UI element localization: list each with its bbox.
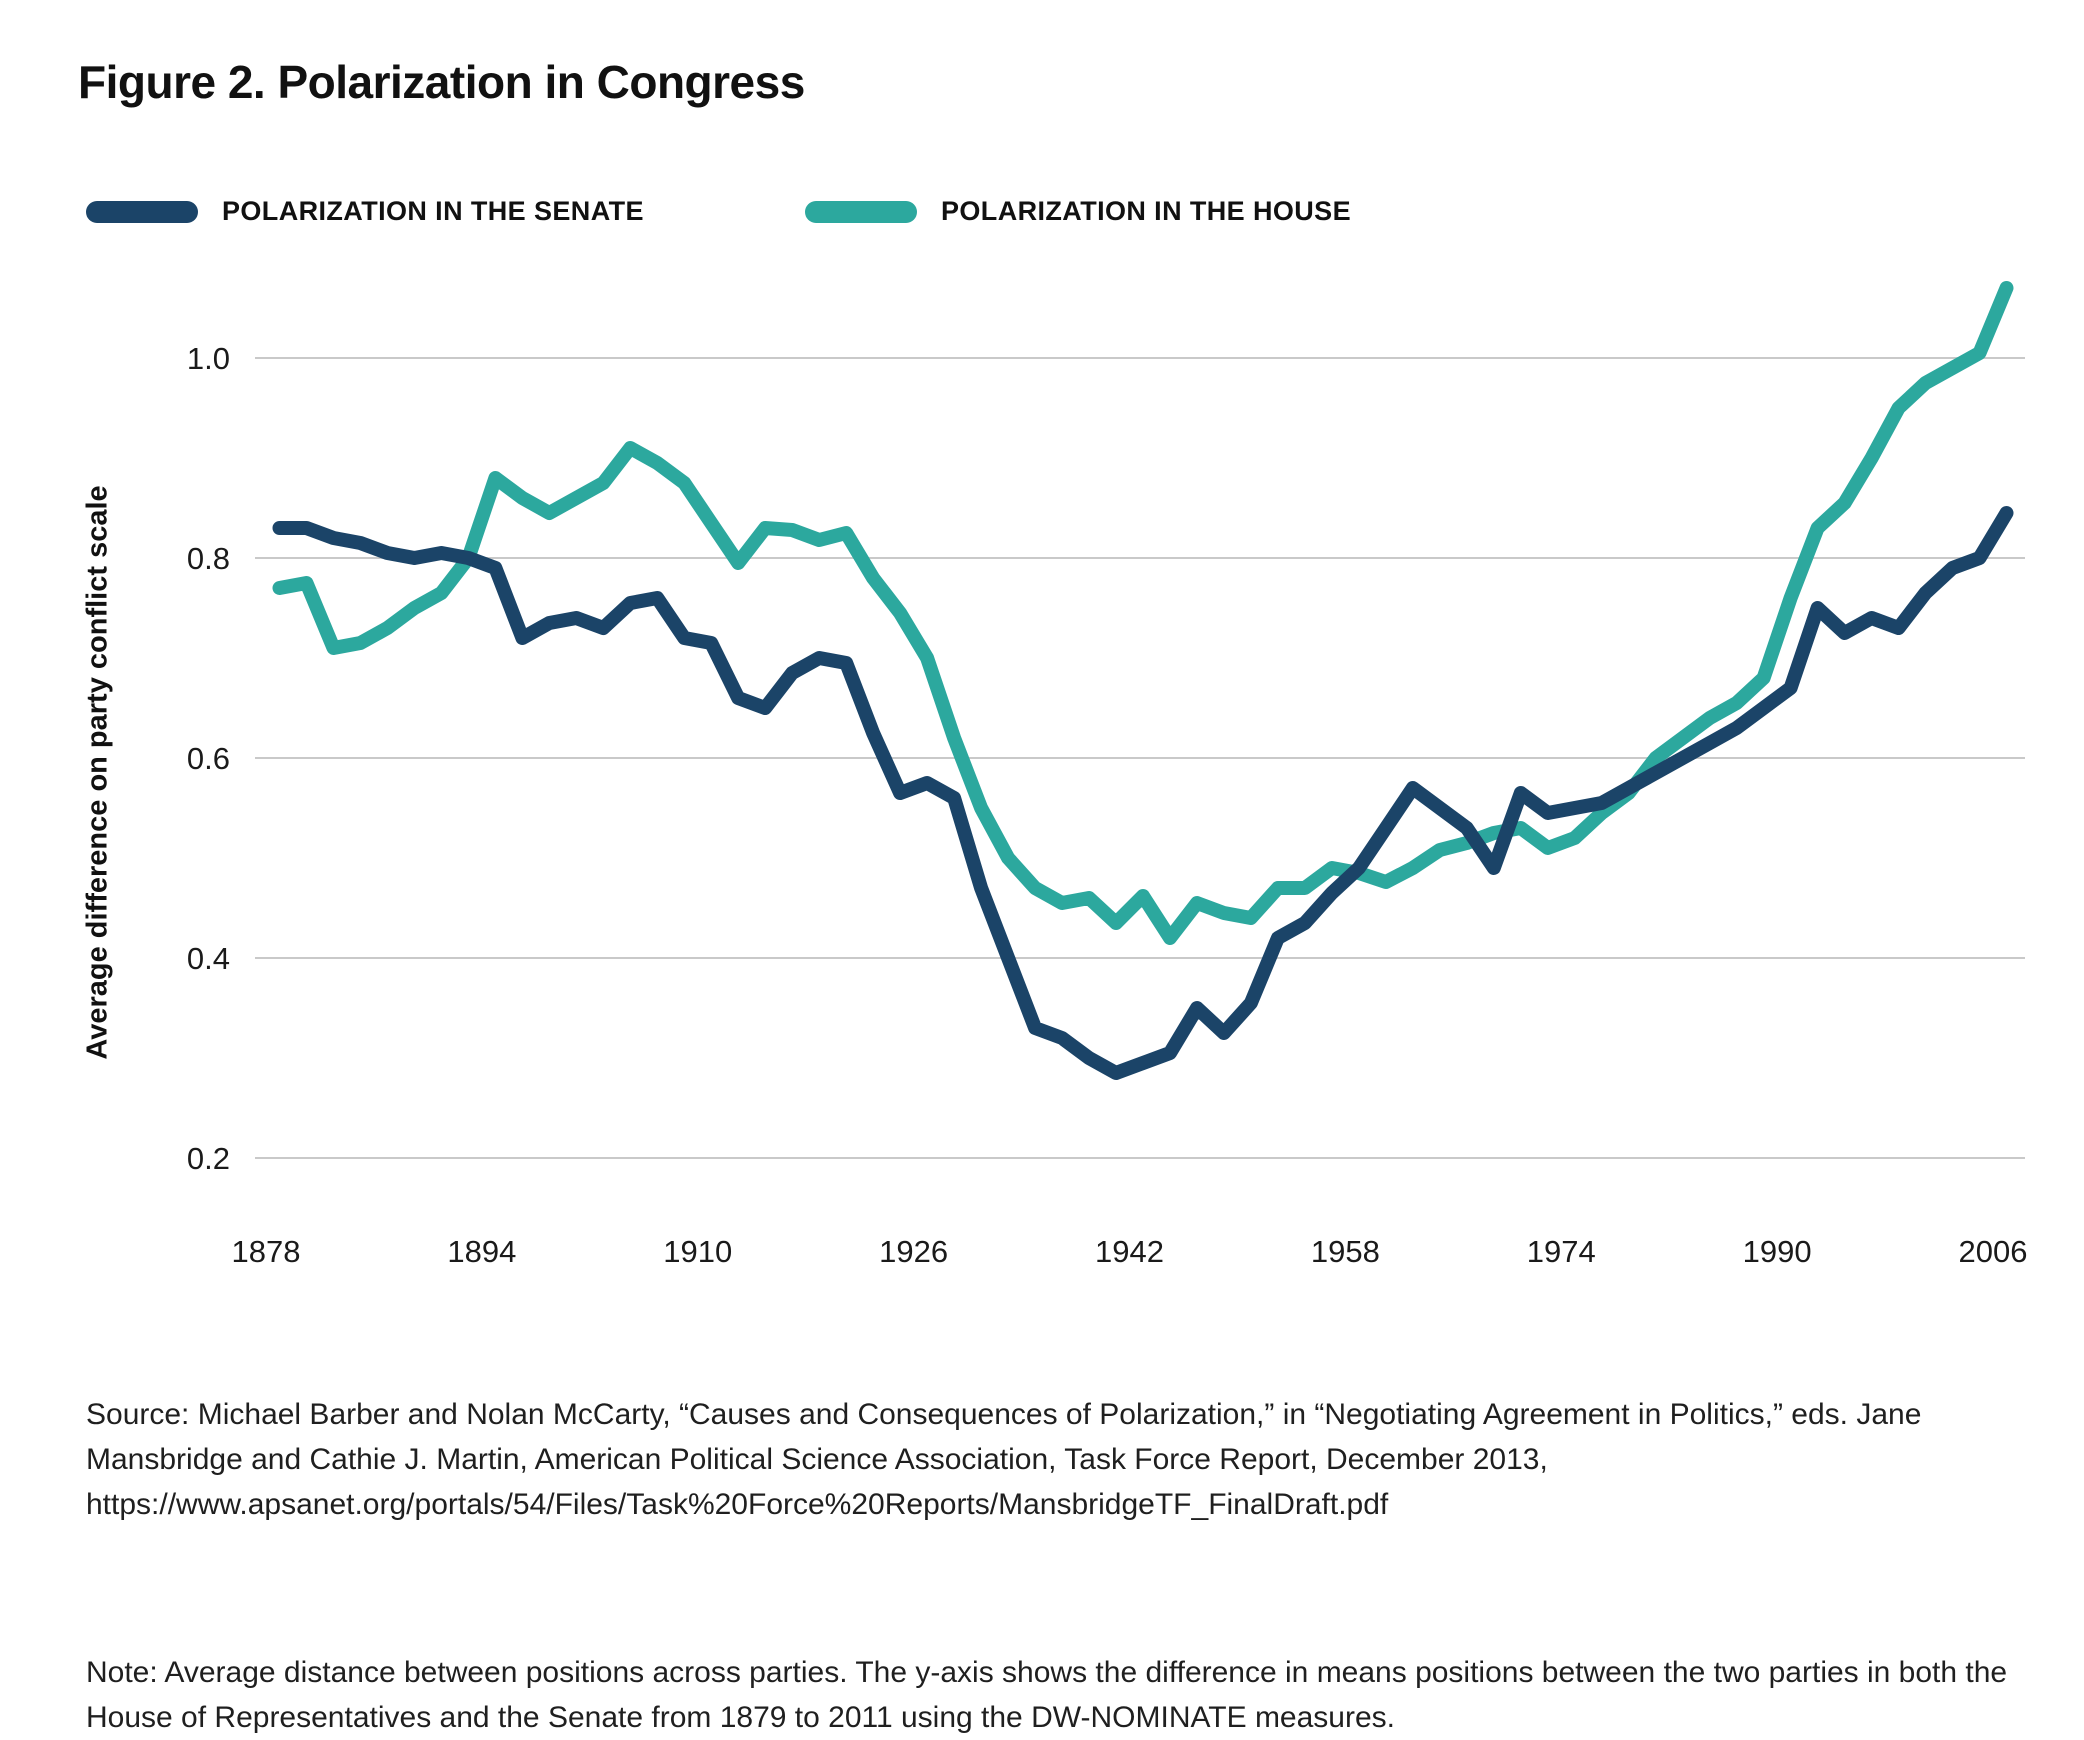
x-tick-label: 1990 bbox=[1743, 1234, 1812, 1269]
y-tick-label: 0.8 bbox=[187, 541, 230, 576]
gridlines bbox=[255, 357, 2025, 1159]
polarization-line-chart: 1.0 0.8 0.6 0.4 0.2 1878 1894 1910 1926 1942 1958… bbox=[187, 281, 2028, 1269]
x-tick-label: 1894 bbox=[447, 1234, 516, 1269]
x-axis-tick-labels: 1878 1894 1910 1926 1942 1958 1974 1990 2006 bbox=[232, 1234, 2028, 1269]
x-tick-label: 1926 bbox=[879, 1234, 948, 1269]
house-line-swatch-icon bbox=[805, 200, 917, 223]
y-tick-label: 0.4 bbox=[187, 941, 230, 976]
y-axis-tick-labels: 1.0 0.8 0.6 0.4 0.2 bbox=[187, 341, 230, 1176]
house-series-line bbox=[272, 281, 2014, 945]
legend-label-house: POLARIZATION IN THE HOUSE bbox=[941, 196, 1352, 226]
y-tick-label: 0.2 bbox=[187, 1141, 230, 1176]
legend-item-house: POLARIZATION IN THE HOUSE bbox=[805, 196, 1351, 227]
x-tick-label: 2006 bbox=[1959, 1234, 2028, 1269]
legend-item-senate: POLARIZATION IN THE SENATE bbox=[86, 196, 644, 227]
x-tick-label: 1878 bbox=[232, 1234, 301, 1269]
page-title: Figure 2. Polarization in Congress bbox=[78, 56, 805, 108]
y-tick-label: 0.6 bbox=[187, 741, 230, 776]
x-tick-label: 1910 bbox=[663, 1234, 732, 1269]
x-tick-label: 1942 bbox=[1095, 1234, 1164, 1269]
series-lines bbox=[272, 281, 2014, 1080]
x-tick-label: 1974 bbox=[1527, 1234, 1596, 1269]
senate-series-line bbox=[272, 506, 2014, 1080]
x-tick-label: 1958 bbox=[1311, 1234, 1380, 1269]
senate-line-swatch-icon bbox=[86, 200, 198, 223]
source-text: Source: Michael Barber and Nolan McCarty… bbox=[86, 1398, 1922, 1521]
note-text: Note: Average distance between positions… bbox=[86, 1656, 2008, 1734]
legend-label-senate: POLARIZATION IN THE SENATE bbox=[222, 196, 644, 226]
y-tick-label: 1.0 bbox=[187, 341, 230, 376]
